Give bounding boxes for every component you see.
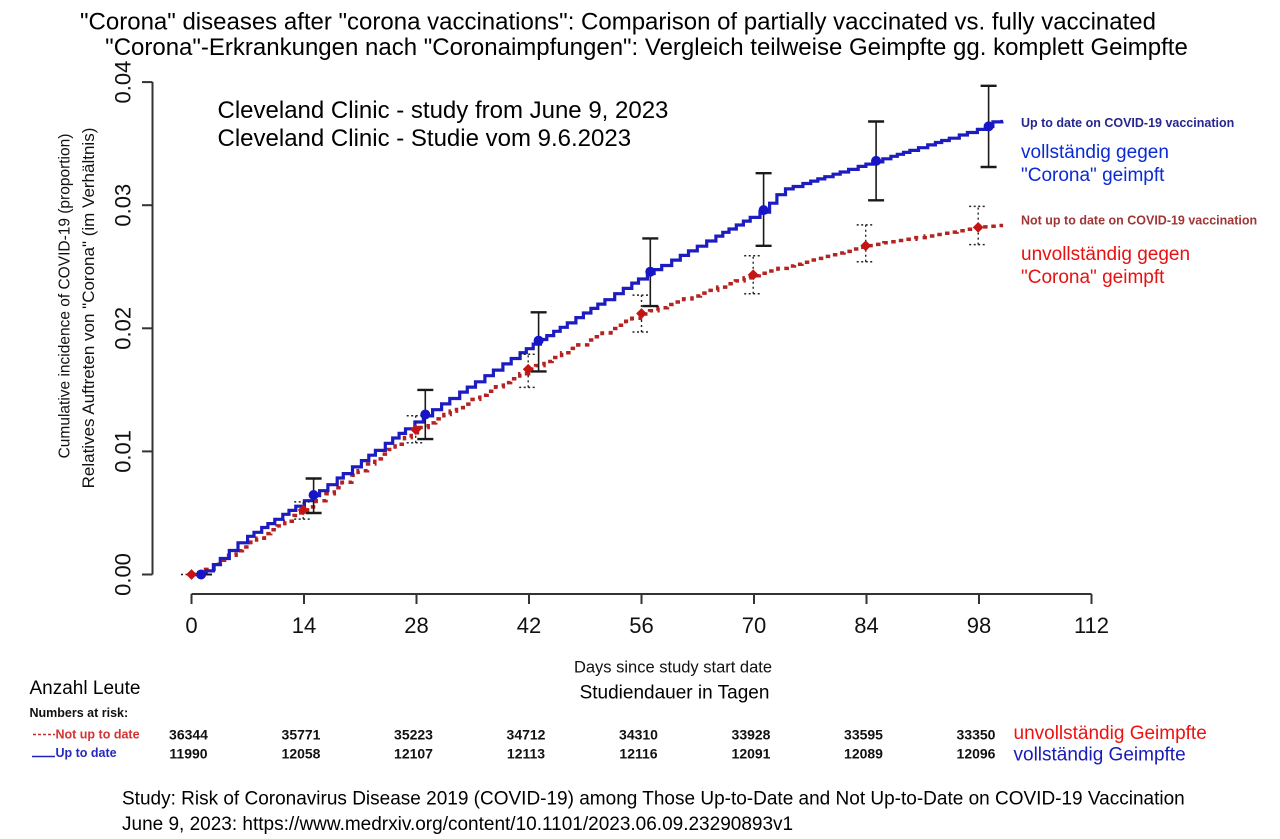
svg-text:56: 56 bbox=[629, 613, 653, 638]
svg-text:112: 112 bbox=[1074, 613, 1109, 638]
svg-text:unvollständig Geimpfte: unvollständig Geimpfte bbox=[1014, 723, 1207, 744]
svg-text:12096: 12096 bbox=[957, 746, 996, 762]
svg-text:35223: 35223 bbox=[394, 727, 433, 743]
svg-text:"Corona"-Erkrankungen nach "Co: "Corona"-Erkrankungen nach "Coronaimpfun… bbox=[105, 34, 1188, 61]
svg-text:unvollständig gegen: unvollständig gegen bbox=[1021, 244, 1190, 265]
svg-text:11990: 11990 bbox=[169, 746, 207, 762]
svg-text:Studiendauer in Tagen: Studiendauer in Tagen bbox=[580, 683, 770, 704]
svg-text:0.04: 0.04 bbox=[111, 61, 136, 104]
svg-text:34712: 34712 bbox=[507, 727, 546, 743]
svg-text:"Corona" geimpft: "Corona" geimpft bbox=[1021, 165, 1165, 186]
svg-text:33350: 33350 bbox=[957, 727, 996, 743]
svg-text:Relatives Auftreten von "Coron: Relatives Auftreten von "Corona" (im Ver… bbox=[79, 128, 98, 489]
svg-text:"Corona" geimpft: "Corona" geimpft bbox=[1021, 267, 1165, 288]
svg-text:0: 0 bbox=[185, 613, 197, 638]
svg-text:12089: 12089 bbox=[844, 746, 883, 762]
svg-text:0.03: 0.03 bbox=[111, 184, 136, 227]
svg-text:12113: 12113 bbox=[507, 746, 545, 762]
svg-text:12058: 12058 bbox=[282, 746, 321, 762]
svg-text:Anzahl Leute: Anzahl Leute bbox=[30, 678, 141, 699]
svg-text:0.00: 0.00 bbox=[111, 553, 136, 596]
svg-text:84: 84 bbox=[854, 613, 878, 638]
svg-text:Cumulative incidence of COVID-: Cumulative incidence of COVID-19 (propor… bbox=[57, 134, 74, 459]
svg-text:28: 28 bbox=[404, 613, 428, 638]
svg-text:0.01: 0.01 bbox=[111, 430, 136, 473]
svg-text:Up to date: Up to date bbox=[56, 746, 117, 760]
svg-text:12107: 12107 bbox=[394, 746, 433, 762]
svg-text:33928: 33928 bbox=[732, 727, 771, 743]
svg-text:33595: 33595 bbox=[844, 727, 883, 743]
svg-text:vollständig Geimpfte: vollständig Geimpfte bbox=[1014, 745, 1186, 766]
svg-text:Numbers at risk:: Numbers at risk: bbox=[30, 706, 129, 720]
svg-text:Up to date on COVID-19 vaccina: Up to date on COVID-19 vaccination bbox=[1021, 116, 1234, 130]
svg-text:Not up to date: Not up to date bbox=[56, 728, 140, 742]
svg-text:98: 98 bbox=[967, 613, 991, 638]
svg-text:Cleveland Clinic - study from: Cleveland Clinic - study from June 9, 20… bbox=[218, 97, 669, 124]
svg-text:42: 42 bbox=[517, 613, 541, 638]
svg-text:Days since study start date: Days since study start date bbox=[574, 659, 772, 677]
svg-text:Not up to date on COVID-19 vac: Not up to date on COVID-19 vaccination bbox=[1021, 214, 1257, 228]
svg-text:0.02: 0.02 bbox=[111, 307, 136, 350]
svg-text:36344: 36344 bbox=[169, 727, 208, 743]
svg-text:June 9, 2023: https://www.medr: June 9, 2023: https://www.medrxiv.org/co… bbox=[122, 814, 793, 835]
svg-text:vollständig gegen: vollständig gegen bbox=[1021, 142, 1169, 163]
svg-text:14: 14 bbox=[292, 613, 316, 638]
svg-text:34310: 34310 bbox=[619, 727, 658, 743]
svg-text:12116: 12116 bbox=[619, 746, 657, 762]
svg-text:Study: Risk of Coronavirus Dis: Study: Risk of Coronavirus Disease 2019 … bbox=[122, 789, 1185, 810]
svg-text:35771: 35771 bbox=[282, 727, 321, 743]
svg-text:"Corona" diseases after "coron: "Corona" diseases after "corona vaccinat… bbox=[80, 9, 1156, 36]
svg-text:12091: 12091 bbox=[732, 746, 771, 762]
svg-text:70: 70 bbox=[742, 613, 766, 638]
svg-text:Cleveland Clinic - Studie vom: Cleveland Clinic - Studie vom 9.6.2023 bbox=[218, 125, 632, 152]
